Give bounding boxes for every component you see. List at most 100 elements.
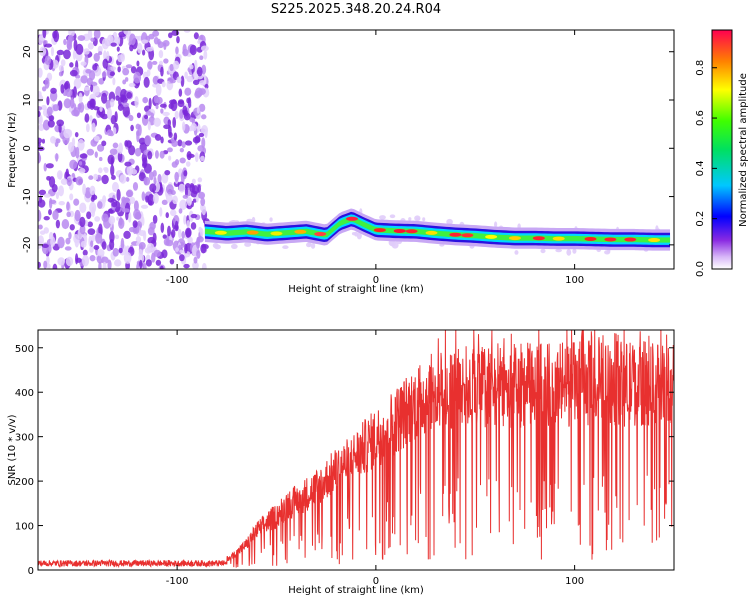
- noise-cell: [71, 109, 80, 117]
- noise-cell: [173, 60, 180, 70]
- faint-cell: [514, 250, 519, 255]
- noise-cell: [63, 128, 71, 139]
- noise-cell: [38, 235, 44, 246]
- noise-cell: [79, 224, 86, 235]
- noise-cell: [122, 208, 130, 213]
- noise-cell: [185, 228, 191, 238]
- noise-cell: [152, 232, 157, 243]
- ridge-hotspot: [461, 233, 474, 238]
- noise-cell: [75, 146, 80, 159]
- noise-cell: [115, 95, 120, 101]
- noise-cell: [189, 184, 196, 193]
- colorbar-label: Normalized spectral amplitude: [738, 73, 749, 227]
- noise-cell: [184, 243, 188, 254]
- noise-cell: [109, 71, 116, 77]
- noise-cell: [38, 114, 43, 125]
- noise-cell: [143, 114, 149, 120]
- noise-cell: [50, 46, 55, 57]
- noise-cell: [77, 35, 86, 41]
- noise-cell: [73, 39, 78, 52]
- noise-cell: [179, 147, 184, 153]
- colorbar: 0.0 0.2 0.4 0.6 0.8 Normalized spectral ampl…: [695, 29, 749, 277]
- noise-cell: [126, 91, 133, 99]
- noise-cell: [105, 99, 112, 110]
- noise-cell: [197, 177, 203, 183]
- noise-cell: [42, 30, 47, 39]
- noise-cell: [153, 117, 161, 127]
- noise-cell: [128, 82, 136, 88]
- noise-cell: [44, 55, 52, 66]
- noise-cell: [69, 62, 74, 68]
- noise-cell: [142, 262, 147, 269]
- noise-cell: [125, 64, 133, 69]
- ridge-hotspot: [648, 238, 661, 243]
- noise-cell: [122, 79, 127, 85]
- noise-cell: [185, 161, 191, 167]
- y-tick-label: 10: [22, 94, 33, 107]
- x-tick-label: -100: [166, 275, 189, 286]
- noise-cell: [78, 167, 86, 174]
- noise-cell: [102, 261, 107, 269]
- noise-cell: [107, 154, 115, 165]
- noise-cell: [101, 92, 108, 104]
- noise-cell: [122, 102, 129, 108]
- noise-cell: [38, 94, 44, 103]
- ridge-hotspot: [214, 230, 227, 235]
- noise-cell: [111, 181, 119, 193]
- noise-cell: [142, 49, 146, 56]
- noise-cell: [124, 77, 129, 82]
- noise-cell: [72, 86, 77, 98]
- noise-cell: [122, 105, 130, 118]
- noise-cell: [67, 142, 75, 153]
- noise-cell: [111, 175, 116, 181]
- noise-cell: [65, 168, 69, 178]
- noise-cell: [201, 125, 209, 136]
- spectrogram-xlabel: Height of straight line (km): [288, 284, 424, 295]
- noise-cell: [196, 66, 203, 77]
- faint-cell: [414, 215, 421, 222]
- noise-cell: [38, 224, 43, 230]
- noise-cell: [148, 33, 155, 40]
- noise-cell: [52, 263, 58, 269]
- noise-cell: [184, 71, 188, 79]
- noise-cell: [97, 167, 103, 174]
- x-tick-label: 0: [373, 576, 379, 587]
- noise-cell: [75, 176, 84, 186]
- noise-cell: [55, 191, 59, 200]
- noise-cell: [160, 136, 164, 144]
- noise-cell: [58, 64, 64, 72]
- noise-cell: [159, 150, 165, 159]
- ridge-hotspot: [485, 234, 498, 239]
- noise-cell: [159, 207, 163, 217]
- y-tick-label: 0: [22, 145, 33, 151]
- noise-cell: [63, 82, 69, 90]
- y-tick-label: 300: [15, 433, 34, 444]
- noise-cell: [167, 147, 173, 153]
- noise-cell: [44, 43, 53, 48]
- ridge-hotspot: [246, 230, 259, 235]
- noise-cell: [162, 234, 167, 239]
- noise-cell: [181, 121, 186, 132]
- ridge-hotspot: [425, 230, 438, 235]
- noise-cell: [95, 232, 103, 244]
- noise-cell: [116, 46, 120, 52]
- noise-cell: [129, 33, 136, 46]
- y-tick-label: 100: [15, 522, 34, 533]
- noise-cell: [118, 247, 123, 254]
- noise-cell: [39, 195, 43, 204]
- noise-cell: [94, 151, 98, 159]
- x-tick-label: -100: [166, 576, 189, 587]
- noise-cell: [58, 123, 62, 134]
- noise-cell: [89, 246, 94, 253]
- noise-cell: [141, 216, 145, 226]
- noise-cell: [106, 107, 112, 120]
- noise-cell: [196, 250, 201, 259]
- noise-cell: [41, 86, 47, 92]
- noise-cell: [179, 157, 186, 164]
- noise-cell: [98, 261, 102, 269]
- noise-cell: [135, 236, 142, 243]
- noise-cell: [55, 219, 61, 229]
- noise-cell: [186, 220, 191, 228]
- noise-cell: [189, 44, 197, 56]
- colorbar-tick-label: 0.6: [695, 110, 706, 126]
